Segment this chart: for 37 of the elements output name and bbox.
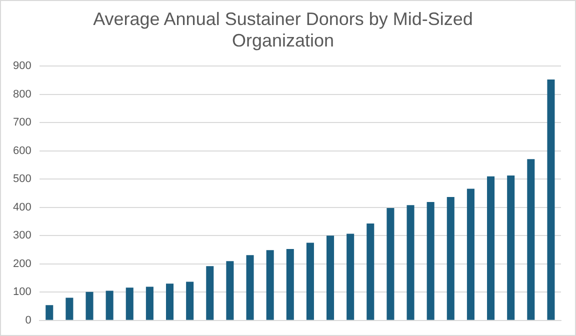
bar — [126, 288, 134, 320]
bar — [206, 266, 214, 320]
bar — [146, 286, 154, 320]
y-tick-label: 0 — [25, 314, 32, 326]
bar — [266, 250, 274, 320]
bar — [326, 236, 334, 320]
bar — [406, 205, 414, 320]
bar — [386, 208, 394, 320]
bar — [226, 261, 234, 320]
bar — [186, 282, 194, 320]
y-tick-label: 900 — [12, 60, 32, 72]
bar — [527, 159, 535, 320]
bar — [166, 284, 174, 320]
bar — [286, 248, 294, 320]
bar — [446, 196, 454, 320]
bar — [346, 234, 354, 320]
y-tick-label: 100 — [12, 286, 32, 298]
bar — [507, 176, 515, 320]
bar — [86, 292, 94, 320]
bar — [306, 242, 314, 320]
y-tick-label: 700 — [12, 116, 32, 129]
bar — [66, 298, 74, 320]
bar — [547, 79, 555, 320]
bar — [106, 290, 114, 320]
y-tick-label: 400 — [12, 201, 32, 214]
bar — [466, 188, 474, 320]
y-tick-label: 300 — [12, 230, 32, 242]
bar — [366, 224, 374, 320]
bar — [46, 305, 54, 320]
bar — [487, 176, 495, 320]
y-tick-label: 500 — [12, 173, 32, 186]
chart-title: Average Annual Sustainer Donors by Mid-Sized Organization — [93, 8, 473, 50]
bar — [246, 255, 254, 320]
y-tick-label: 800 — [12, 88, 32, 100]
y-tick-label: 600 — [12, 144, 32, 157]
y-tick-label: 200 — [12, 258, 32, 270]
bar — [426, 202, 434, 320]
